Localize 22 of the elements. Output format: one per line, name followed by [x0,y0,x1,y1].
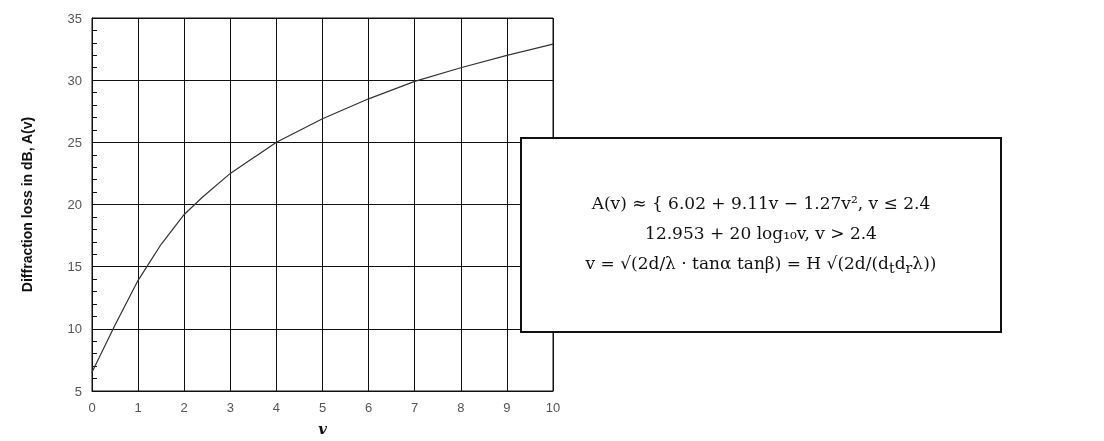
x-tick-label: 5 [318,400,327,415]
y-tick-label: 10 [67,321,82,337]
line-series [91,43,554,373]
x-tick-label: 8 [457,400,465,415]
x-tick-label: 6 [364,400,373,415]
y-tick-label: 30 [67,72,82,88]
y-tick-label: 35 [67,10,82,26]
x-tick-label: 3 [226,400,234,415]
x-tick-label: 0 [88,400,96,415]
formula-box: A(v) ≈ { 6.02 + 9.11v − 1.27v², v ≤ 2.4 12.953 + 20 log₁₀v, v > 2.4 v = √(2d/λ · tanα tanβ) = H √(2d/(d$_{t}$d$_{r}$λ)) [520,137,1002,333]
y-tick-label: 15 [67,259,82,275]
x-axis-title: v [318,419,328,438]
y-tick-label: 20 [67,197,82,212]
x-tick-label: 1 [134,400,142,415]
x-tick-label: 7 [411,400,419,415]
x-tick-label: 2 [180,400,188,415]
x-tick-label: 9 [503,400,511,415]
y-tick-label: 25 [67,134,82,150]
x-tick-label: 10 [545,400,561,415]
y-axis-title: Diffraction loss in dB, A(v) [19,116,35,293]
y-tick-label: 5 [74,383,82,399]
x-tick-label: 4 [272,400,281,415]
